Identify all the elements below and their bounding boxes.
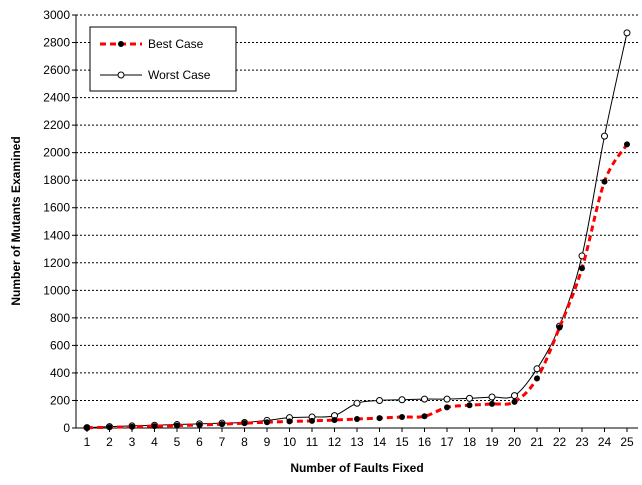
- y-axis-title: Number of Mutants Examined: [9, 136, 23, 305]
- y-tick-label: 1800: [43, 173, 70, 187]
- y-tick-label: 800: [50, 311, 70, 325]
- y-tick-label: 2200: [43, 118, 70, 132]
- x-axis-ticks: 1 2 3 4 5 6 7 8 9 10 11 12 13 14 15 16 17 18 19 20 21 22 23 24 2…: [84, 428, 634, 449]
- series: [83, 29, 631, 432]
- data-point-best-case: [151, 423, 158, 430]
- x-tick-label: 10: [283, 435, 297, 449]
- x-tick-label: 9: [264, 435, 271, 449]
- data-point-best-case: [241, 420, 248, 427]
- x-tick-label: 14: [373, 435, 387, 449]
- x-tick-label: 7: [219, 435, 226, 449]
- legend-worst-case-marker: [117, 71, 125, 79]
- x-tick-label: 5: [174, 435, 181, 449]
- data-point-worst-case: [511, 392, 518, 400]
- data-point-best-case: [376, 415, 383, 422]
- data-point-best-case: [421, 413, 428, 420]
- data-point-best-case: [331, 417, 338, 424]
- data-point-worst-case: [623, 29, 631, 37]
- data-point-worst-case: [376, 396, 383, 404]
- data-point-best-case: [286, 418, 293, 425]
- data-point-worst-case: [443, 395, 451, 403]
- legend-best-case-label: Best Case: [148, 37, 204, 51]
- x-tick-label: 12: [328, 435, 342, 449]
- data-point-best-case: [84, 424, 90, 431]
- data-point-worst-case: [421, 395, 428, 403]
- data-point-best-case: [511, 398, 518, 405]
- legend: Best Case Worst Case: [89, 26, 237, 92]
- x-tick-label: 3: [129, 435, 136, 449]
- x-tick-label: 20: [508, 435, 522, 449]
- x-tick-label: 15: [395, 435, 409, 449]
- x-tick-label: 8: [241, 435, 248, 449]
- legend-box: [89, 26, 237, 92]
- data-point-best-case: [309, 417, 315, 424]
- data-point-best-case: [489, 400, 495, 407]
- y-tick-label: 200: [50, 393, 70, 407]
- gridlines: [76, 14, 638, 401]
- x-axis-title: Number of Faults Fixed: [290, 461, 423, 475]
- x-tick-label: 13: [350, 435, 364, 449]
- x-tick-label: 18: [463, 435, 477, 449]
- data-point-best-case: [219, 421, 225, 428]
- y-tick-label: 2600: [43, 63, 70, 77]
- legend-worst-case-label: Worst Case: [148, 68, 211, 82]
- y-tick-label: 3000: [43, 8, 70, 22]
- x-tick-label: 25: [620, 435, 634, 449]
- data-point-best-case: [466, 402, 473, 409]
- x-tick-label: 23: [575, 435, 589, 449]
- data-point-best-case: [601, 178, 608, 185]
- data-point-best-case: [174, 422, 180, 429]
- data-point-worst-case: [488, 393, 496, 401]
- data-point-best-case: [196, 421, 203, 428]
- y-tick-label: 1600: [43, 201, 70, 215]
- data-point-worst-case: [353, 399, 361, 407]
- data-point-best-case: [399, 413, 405, 420]
- y-tick-label: 2000: [43, 146, 70, 160]
- data-point-best-case: [129, 423, 135, 430]
- x-tick-label: 2: [106, 435, 113, 449]
- data-point-worst-case: [466, 394, 473, 402]
- y-tick-label: 1000: [43, 283, 70, 297]
- y-tick-label: 1200: [43, 256, 70, 270]
- x-tick-label: 6: [196, 435, 203, 449]
- y-tick-label: 1400: [43, 228, 70, 242]
- y-tick-label: 0: [63, 421, 70, 435]
- legend-best-case-marker: [118, 41, 124, 47]
- data-point-best-case: [579, 265, 585, 272]
- x-tick-label: 16: [418, 435, 432, 449]
- x-tick-label: 1: [84, 435, 91, 449]
- y-tick-label: 2800: [43, 36, 70, 50]
- data-point-best-case: [444, 404, 450, 411]
- x-tick-label: 21: [530, 435, 544, 449]
- x-tick-label: 22: [553, 435, 567, 449]
- x-tick-label: 4: [151, 435, 158, 449]
- data-point-best-case: [556, 324, 563, 331]
- y-tick-label: 600: [50, 338, 70, 352]
- y-tick-label: 2400: [43, 91, 70, 105]
- x-tick-label: 17: [440, 435, 454, 449]
- data-point-worst-case: [533, 365, 541, 373]
- y-tick-label: 400: [50, 366, 70, 380]
- data-point-best-case: [354, 416, 360, 423]
- x-tick-label: 19: [485, 435, 499, 449]
- data-point-best-case: [624, 141, 630, 148]
- x-tick-label: 24: [598, 435, 612, 449]
- data-point-worst-case: [398, 396, 406, 404]
- data-point-best-case: [264, 419, 270, 426]
- y-axis-ticks: 0 200 400 600 800 1000 1200 1400 1600 1800 2000 220…: [43, 8, 76, 435]
- data-point-best-case: [106, 424, 113, 431]
- x-tick-label: 11: [306, 435, 319, 449]
- data-point-worst-case: [601, 132, 608, 140]
- data-point-best-case: [534, 375, 540, 382]
